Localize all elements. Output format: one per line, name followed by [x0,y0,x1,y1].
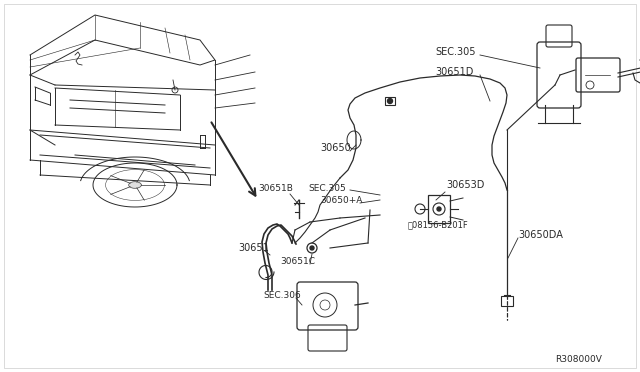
Circle shape [387,99,392,103]
Bar [385,97,395,105]
Text: 30650: 30650 [320,143,351,153]
Text: 30650DA: 30650DA [518,230,563,240]
Text: R308000V: R308000V [555,356,602,365]
Circle shape [437,207,441,211]
Text: 30651: 30651 [238,243,269,253]
Text: 30650+A: 30650+A [320,196,362,205]
Text: SEC.306: SEC.306 [263,291,301,299]
Bar [501,296,513,306]
Text: SEC.305: SEC.305 [435,47,476,57]
Text: SEC.305: SEC.305 [308,183,346,192]
Text: 30651B: 30651B [258,183,293,192]
Text: 30651D: 30651D [435,67,474,77]
Circle shape [310,246,314,250]
Polygon shape [129,182,141,188]
Text: Ⓑ08156-B201F: Ⓑ08156-B201F [408,221,468,230]
Text: 30651C: 30651C [280,257,315,266]
Text: 30653D: 30653D [446,180,484,190]
Bar [428,195,450,223]
